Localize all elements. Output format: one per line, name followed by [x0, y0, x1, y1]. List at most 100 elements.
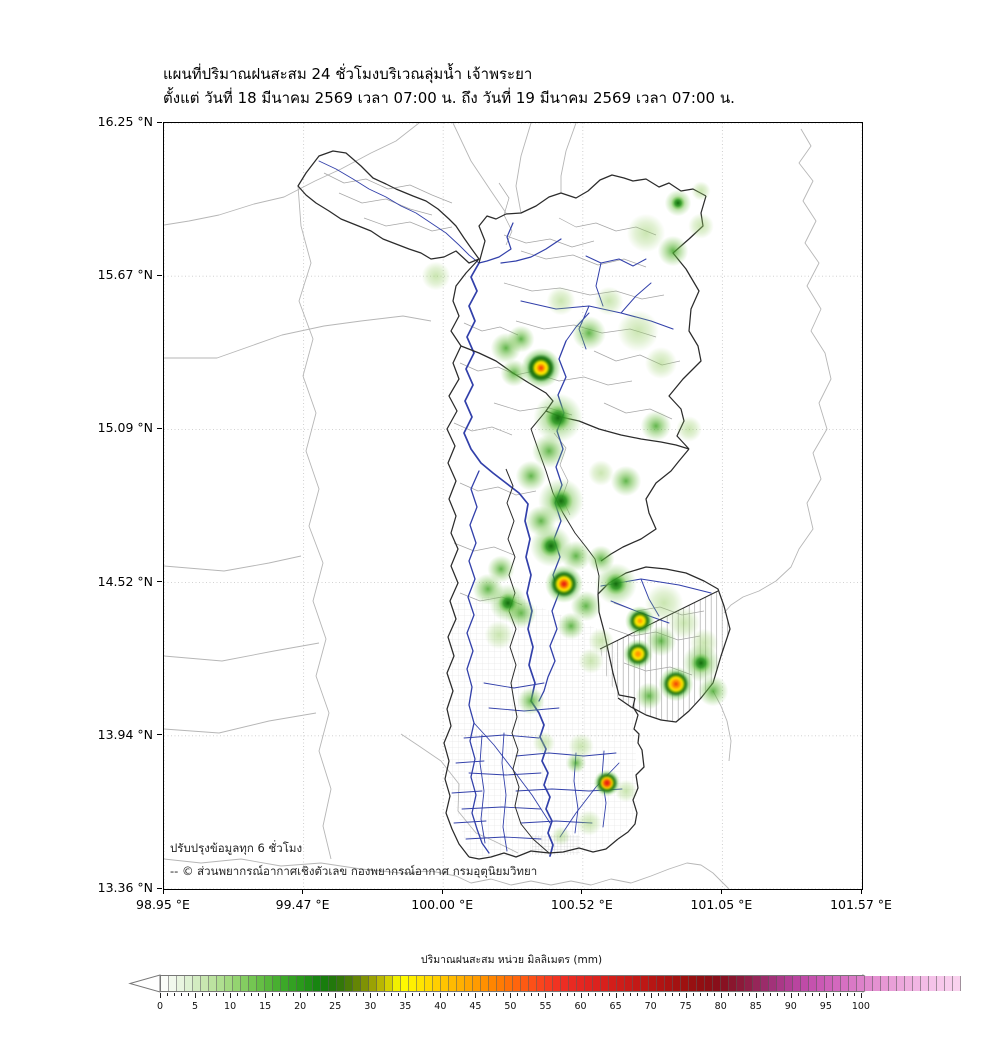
colorbar-segment: [569, 976, 577, 991]
colorbar-segment: [577, 976, 585, 991]
colorbar-tickmark: [419, 993, 421, 996]
colorbar-tickmark: [370, 993, 372, 998]
colorbar-tickmark: [454, 993, 456, 996]
colorbar-segment: [553, 976, 561, 991]
tha-chin-river: [466, 470, 490, 854]
colorbar-segment: [337, 976, 345, 991]
colorbar-tickmark: [545, 993, 547, 998]
map-title-line1: แผนที่ปริมาณฝนสะสม 24 ชั่วโมงบริเวณลุ่มน…: [163, 65, 533, 83]
rain-cell: [657, 235, 689, 267]
colorbar-under-arrow: [128, 974, 161, 993]
chao-phraya-river: [463, 262, 554, 857]
colorbar-tickmark: [293, 993, 295, 996]
outer-boundaries: [164, 123, 832, 889]
colorbar-tick-label: 40: [434, 1001, 447, 1012]
colorbar-segment: [257, 976, 265, 991]
colorbar-tickmark: [342, 993, 344, 996]
rain-cell: [572, 316, 606, 350]
colorbar-tickmark: [440, 993, 442, 998]
colorbar-tickmark: [517, 993, 519, 996]
colorbar-segment: [609, 976, 617, 991]
colorbar-segment: [545, 976, 553, 991]
colorbar-tickmark: [643, 993, 645, 996]
colorbar-tickmark: [748, 993, 750, 996]
colorbar-segment: [793, 976, 801, 991]
colorbar-segment: [521, 976, 529, 991]
colorbar-tickmark: [657, 993, 659, 996]
colorbar-tickmark: [496, 993, 498, 996]
colorbar-segment: [873, 976, 881, 991]
colorbar-tickmark: [769, 993, 771, 996]
annotation-credit: -- © ส่วนพยากรณ์อากาศเชิงตัวเลข กองพยากร…: [170, 864, 538, 878]
colorbar-tickmark: [447, 993, 449, 996]
colorbar-segment: [897, 976, 905, 991]
colorbar-segment: [265, 976, 273, 991]
colorbar-segment: [649, 976, 657, 991]
colorbar-tickmark: [468, 993, 470, 996]
map-plot-area: ปรับปรุงข้อมูลทุก 6 ชั่วโมง -- © ส่วนพยา…: [163, 122, 863, 890]
colorbar-segment: [225, 976, 233, 991]
colorbar-tickmark: [615, 993, 617, 998]
colorbar-tickmark: [552, 993, 554, 996]
colorbar-segment: [241, 976, 249, 991]
rain-cell: [557, 612, 585, 640]
colorbar-segment: [185, 976, 193, 991]
title-block: แผนที่ปริมาณฝนสะสม 24 ชั่วโมงบริเวณลุ่มน…: [163, 62, 735, 110]
colorbar-segment: [377, 976, 385, 991]
rain-cell: [588, 460, 614, 486]
rain-cell: [421, 261, 451, 291]
colorbar-segment: [721, 976, 729, 991]
colorbar-segment: [865, 976, 873, 991]
colorbar-segment: [801, 976, 809, 991]
colorbar-tickmark: [272, 993, 274, 996]
rain-cell: [570, 590, 602, 622]
graticule-gridlines: [164, 123, 862, 889]
colorbar-tickmark: [510, 993, 512, 998]
rainfall-field: [421, 181, 729, 846]
colorbar-segment: [945, 976, 953, 991]
colorbar-tickmark: [741, 993, 743, 996]
rain-cell: [576, 810, 602, 836]
se-sub-basin: [597, 566, 731, 723]
colorbar-tickmark: [559, 993, 561, 996]
colorbar-tickmark: [671, 993, 673, 996]
colorbar-tickmark: [356, 993, 358, 996]
colorbar-tickmark: [790, 993, 792, 998]
colorbar-tickmark: [209, 993, 211, 996]
rain-cell: [532, 731, 556, 755]
colorbar-segment: [361, 976, 369, 991]
colorbar-segment: [785, 976, 793, 991]
colorbar-segment: [905, 976, 913, 991]
colorbar-tickmark: [503, 993, 505, 996]
x-tick-label: 98.95 °E: [136, 897, 190, 912]
colorbar-segment: [753, 976, 761, 991]
x-tick-label: 100.00 °E: [411, 897, 474, 912]
rain-cell: [539, 366, 543, 370]
colorbar-tickmark: [853, 993, 855, 996]
colorbar-segment: [297, 976, 305, 991]
rain-cell: [594, 286, 624, 316]
rain-cell: [610, 465, 642, 497]
colorbar-segment: [625, 976, 633, 991]
x-tickmark: [162, 889, 164, 894]
rain-cell: [614, 779, 638, 803]
rain-cell: [540, 535, 562, 557]
x-tickmark: [860, 889, 862, 894]
colorbar-tickmark: [727, 993, 729, 996]
colorbar-tickmark: [384, 993, 386, 996]
x-tick-label: 99.47 °E: [275, 897, 330, 912]
colorbar-segment: [161, 976, 169, 991]
colorbar-tick-label: 30: [364, 1001, 377, 1012]
colorbar-segment: [745, 976, 753, 991]
colorbar-segment: [449, 976, 457, 991]
rain-cell: [640, 410, 672, 442]
colorbar-segment: [665, 976, 673, 991]
colorbar-tickmark: [321, 993, 323, 996]
colorbar-tickmark: [300, 993, 302, 998]
colorbar-tickmark: [825, 993, 827, 998]
colorbar-tickmark: [734, 993, 736, 996]
colorbar-tickmark: [678, 993, 680, 996]
colorbar-segment: [305, 976, 313, 991]
colorbar-segment: [681, 976, 689, 991]
